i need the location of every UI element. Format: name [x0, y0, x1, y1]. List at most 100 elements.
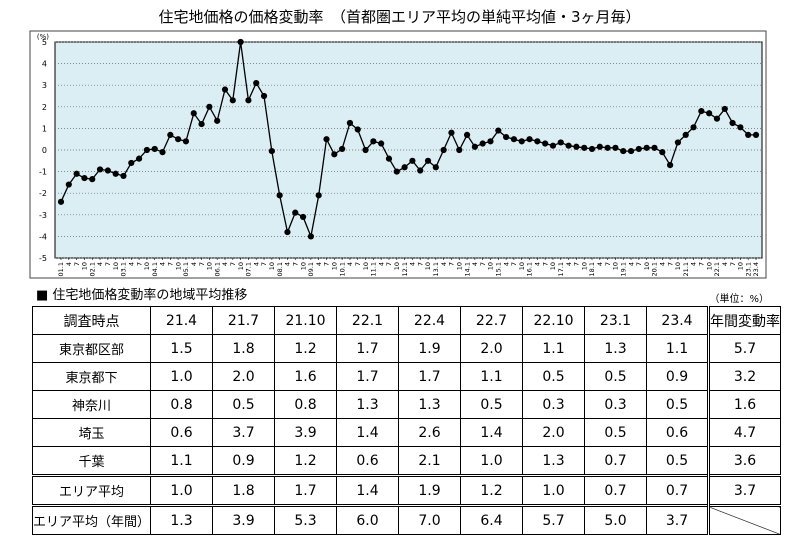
x-tick-label: 7 — [167, 262, 175, 266]
table-cell-value: 2.0 — [212, 362, 276, 391]
data-point — [378, 140, 385, 147]
data-point — [237, 38, 244, 46]
data-point — [682, 131, 689, 138]
data-point — [245, 97, 252, 104]
table-cell-value: 0.3 — [522, 390, 586, 419]
x-tick-label: 4 — [190, 262, 198, 266]
data-point — [487, 138, 494, 145]
data-point — [159, 149, 166, 156]
x-tick-label: 21.1 — [682, 262, 690, 276]
x-tick-label: 7 — [260, 262, 268, 266]
x-tick-label: 7 — [291, 262, 299, 266]
x-tick-label: 10 — [237, 262, 245, 270]
table-cell-value: 6.4 — [460, 504, 524, 535]
x-tick-label: 7 — [541, 262, 549, 266]
data-point — [112, 170, 119, 177]
header-cell-period: 21.4 — [150, 306, 214, 335]
x-tick-label: 7 — [604, 262, 612, 266]
table-cell-value: 1.1 — [522, 334, 586, 363]
table-cell-value: 1.8 — [212, 474, 276, 506]
table-row: 神奈川 0.8 0.5 0.8 1.3 1.3 0.5 0.3 0.3 0.5 1.6 — [31, 390, 782, 419]
table-cell-value: 3.9 — [212, 504, 276, 535]
table-cell-value: 1.9 — [398, 474, 462, 506]
y-tick-label: 5 — [42, 38, 47, 47]
table-cell-annual: 3.2 — [707, 362, 782, 391]
table-cell-value: 0.7 — [646, 474, 710, 506]
x-tick-label: 7 — [635, 262, 643, 266]
table-cell-value: 1.5 — [150, 334, 214, 363]
x-tick-label: 7 — [229, 262, 237, 266]
table-cell-value: 1.3 — [336, 390, 400, 419]
regional-change-table: 調査時点 21.4 21.7 21.10 22.1 22.4 22.7 22.10 23.1 23… — [31, 306, 782, 535]
data-point — [674, 139, 682, 146]
data-point — [659, 149, 666, 156]
y-tick-label: -3 — [39, 211, 47, 220]
table-cell-value: 1.7 — [274, 474, 338, 506]
header-cell-period: 22.10 — [522, 306, 586, 335]
x-tick-label: 4 — [252, 262, 260, 266]
data-point — [135, 155, 143, 162]
data-point — [713, 115, 721, 122]
row-label-region: 東京都区部 — [31, 334, 152, 363]
x-tick-label: 23.4 — [752, 262, 760, 276]
x-tick-label: 22.1 — [713, 262, 721, 276]
x-tick-label: 10 — [331, 262, 339, 270]
table-cell-value: 0.5 — [646, 446, 710, 476]
x-tick-label: 4 — [409, 262, 417, 266]
x-tick-label: 19.1 — [619, 262, 627, 276]
data-point — [73, 170, 80, 177]
data-point — [635, 145, 642, 153]
data-point — [495, 127, 502, 134]
data-point — [706, 110, 713, 117]
x-tick-label: 10 — [518, 262, 526, 270]
x-tick-label: 10 — [424, 262, 432, 270]
x-tick-label: 10 — [549, 262, 557, 270]
data-point — [737, 124, 744, 131]
x-tick-label: 10 — [143, 262, 151, 270]
table-cell-value: 3.9 — [274, 418, 338, 447]
x-tick-label: 09.1 — [307, 262, 315, 276]
x-tick-label: 4 — [221, 262, 229, 266]
data-point — [167, 131, 174, 138]
table-cell-value: 1.1 — [646, 334, 710, 363]
data-point — [393, 168, 400, 175]
data-point — [463, 131, 471, 138]
x-tick-label: 10 — [206, 262, 214, 270]
x-tick-label: 06.1 — [213, 262, 221, 276]
table-cell-value: 5.3 — [274, 504, 338, 535]
data-point — [260, 92, 268, 100]
x-tick-label: 7 — [573, 262, 581, 266]
data-point — [339, 145, 346, 153]
header-cell-period: 21.7 — [212, 306, 276, 335]
table-cell-value: 1.0 — [522, 474, 586, 506]
x-tick-label: 7 — [479, 262, 487, 266]
table-cell-annual: 3.6 — [707, 446, 782, 476]
data-point — [518, 138, 525, 145]
x-tick-label: 7 — [135, 262, 143, 266]
data-point — [182, 138, 190, 145]
data-point — [401, 164, 408, 171]
data-point — [292, 209, 299, 216]
data-point — [57, 198, 65, 205]
data-point — [151, 145, 158, 153]
data-point — [596, 143, 603, 150]
x-tick-label: 7 — [666, 262, 674, 266]
data-point — [190, 110, 197, 117]
table-cell-value: 0.5 — [522, 362, 586, 391]
empty-slashed-cell — [707, 504, 782, 535]
table-cell-value: 0.8 — [150, 390, 214, 419]
x-tick-label: 4 — [502, 262, 510, 266]
table-row: 千葉 1.1 0.9 1.2 0.6 2.1 1.0 1.3 0.7 0.5 3.6 — [31, 446, 782, 476]
x-tick-label: 20.1 — [651, 262, 659, 276]
row-label-area-average: エリア平均 — [31, 474, 152, 506]
table-cell-value: 1.3 — [150, 504, 214, 535]
x-tick-label: 04.1 — [151, 262, 159, 276]
data-point — [206, 103, 213, 110]
table-cell-value: 1.0 — [150, 474, 214, 506]
data-point — [175, 136, 182, 143]
data-point — [526, 136, 533, 143]
y-tick-label: 0 — [42, 146, 47, 155]
x-tick-label: 16.1 — [526, 262, 534, 276]
x-tick-label: 10 — [705, 262, 713, 270]
y-axis-label: (%) — [37, 33, 49, 41]
